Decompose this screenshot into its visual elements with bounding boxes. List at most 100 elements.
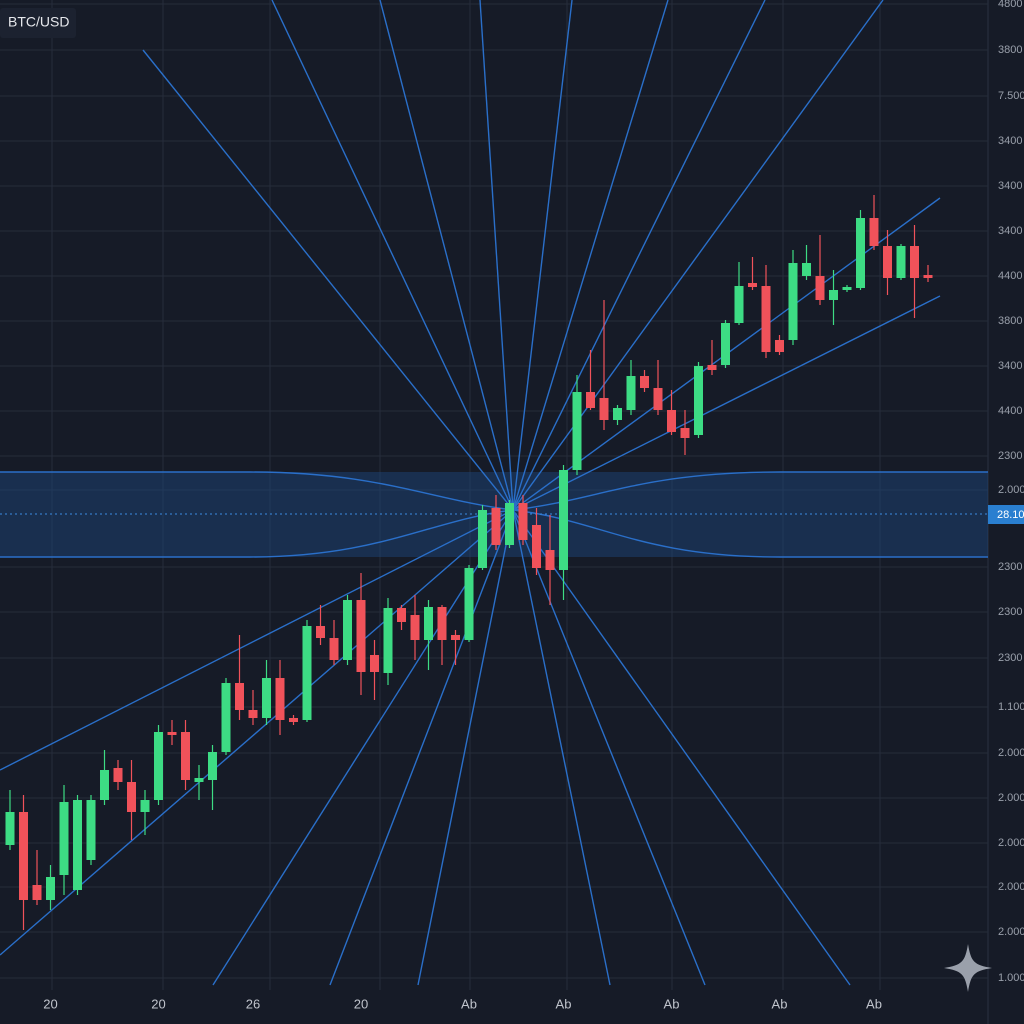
x-tick-label: 26 xyxy=(246,996,260,1011)
x-tick-label: Ab xyxy=(664,996,680,1011)
candle-body xyxy=(559,470,568,570)
candle-body xyxy=(437,607,447,640)
fan-line xyxy=(271,0,514,511)
y-tick-label: 3400 xyxy=(998,135,1022,147)
fan-line xyxy=(512,509,706,986)
candle-body xyxy=(707,365,717,370)
y-tick-label: 7.500 xyxy=(998,90,1024,102)
candle-body xyxy=(545,550,555,570)
candle-body xyxy=(775,340,784,352)
candle-body xyxy=(383,608,393,673)
watermark-icon xyxy=(944,944,992,992)
candle-body xyxy=(761,286,771,352)
y-tick-label: 2.000 xyxy=(998,926,1024,938)
candle-body xyxy=(869,218,879,246)
fan-line xyxy=(417,509,514,986)
candle-body xyxy=(194,778,204,782)
y-tick-label: 3400 xyxy=(998,360,1022,372)
candle-body xyxy=(86,800,96,860)
candle-body xyxy=(599,398,609,420)
candle-body xyxy=(397,608,406,622)
candle-body xyxy=(140,800,150,812)
y-tick-label: 3400 xyxy=(998,225,1022,237)
candle-body xyxy=(572,392,582,470)
candle-body xyxy=(505,503,514,545)
candle-body xyxy=(329,638,339,660)
candle-body xyxy=(262,678,271,718)
candle-body xyxy=(883,246,892,278)
candle-body xyxy=(613,408,622,420)
fan-line xyxy=(512,0,573,511)
price-label-box xyxy=(988,505,1024,524)
candle-body xyxy=(113,768,123,782)
price-label: 28.10 xyxy=(997,509,1024,521)
candle-body xyxy=(464,568,474,640)
candle-body xyxy=(302,626,312,720)
candle-body xyxy=(289,718,298,722)
candle-body xyxy=(923,275,933,278)
x-tick-label: 20 xyxy=(354,996,368,1011)
y-tick-label: 2.000 xyxy=(998,837,1024,849)
candle-body xyxy=(370,655,379,672)
candle-body xyxy=(208,752,217,780)
candle-body xyxy=(248,710,258,718)
fan-line xyxy=(512,509,851,986)
fan-line xyxy=(0,509,514,956)
y-tick-label: 3800 xyxy=(998,44,1022,56)
candle-body xyxy=(532,525,541,568)
fan-line xyxy=(142,49,514,511)
candle-body xyxy=(748,283,757,287)
candle-body xyxy=(127,782,136,812)
y-tick-label: 2.000 xyxy=(998,792,1024,804)
y-tick-label: 4800 xyxy=(998,0,1022,10)
fan-line xyxy=(379,0,514,511)
candle-body xyxy=(275,678,285,720)
y-tick-label: 2300 xyxy=(998,561,1022,573)
candle-body xyxy=(640,376,649,388)
candle-body xyxy=(316,626,325,638)
fan-line xyxy=(0,509,514,771)
candle-body xyxy=(343,600,352,660)
candle-body xyxy=(896,246,906,278)
candle-body xyxy=(221,683,231,752)
candle-body xyxy=(478,510,487,568)
horizontal-grid xyxy=(0,3,988,979)
x-tick-label: Ab xyxy=(772,996,788,1011)
x-tick-label: Ab xyxy=(866,996,882,1011)
x-tick-label: 20 xyxy=(151,996,165,1011)
candle-body xyxy=(181,732,190,780)
y-tick-label: 3800 xyxy=(998,315,1022,327)
candle-body xyxy=(734,286,744,323)
y-tick-label: 1.000 xyxy=(998,972,1024,984)
fan-line xyxy=(329,509,514,986)
y-tick-label: 2.000 xyxy=(998,484,1024,496)
fan-line xyxy=(212,509,514,986)
fan-line xyxy=(512,0,766,511)
candle-body xyxy=(518,503,528,540)
candle-body xyxy=(667,410,676,432)
candle-body xyxy=(586,392,595,408)
candle-body xyxy=(626,376,636,410)
y-tick-label: 4400 xyxy=(998,270,1022,282)
candle-body xyxy=(100,770,109,800)
fan-line xyxy=(479,0,514,511)
candle-body xyxy=(167,732,177,735)
candle-body xyxy=(694,366,703,435)
y-tick-label: 1.100 xyxy=(998,701,1024,713)
candle-body xyxy=(59,802,69,875)
candle-body xyxy=(680,428,690,438)
candle-body xyxy=(356,600,366,672)
candle-body xyxy=(856,218,865,288)
candle-body xyxy=(721,323,730,365)
candle-body xyxy=(829,290,838,300)
candle-body xyxy=(46,877,55,900)
candle-body xyxy=(424,607,433,640)
y-tick-label: 2300 xyxy=(998,652,1022,664)
candle-body xyxy=(5,812,15,845)
candle-body xyxy=(154,732,163,800)
candle-body xyxy=(910,246,919,278)
candle-body xyxy=(19,812,28,900)
y-tick-label: 2.000 xyxy=(998,747,1024,759)
x-tick-label: Ab xyxy=(461,996,477,1011)
